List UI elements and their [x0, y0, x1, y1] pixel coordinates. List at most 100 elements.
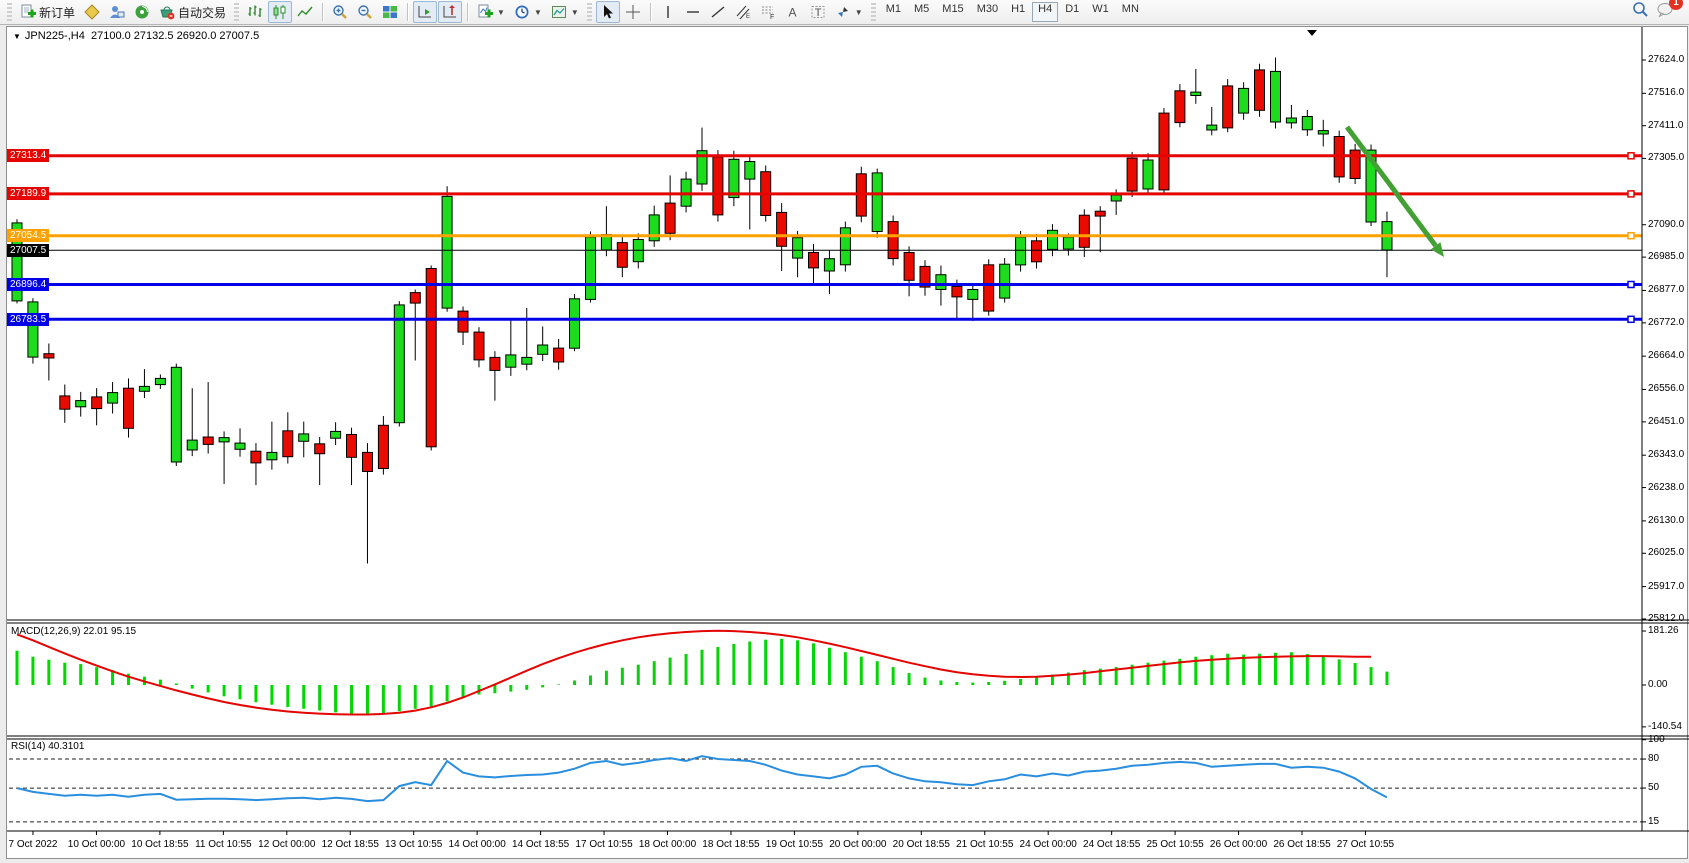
price-chart[interactable]: [7, 27, 1689, 860]
publish-button[interactable]: [105, 1, 129, 23]
time-axis-label: 18 Oct 00:00: [638, 839, 697, 850]
new-order-button[interactable]: 新订单: [16, 1, 79, 23]
templates-icon: [551, 4, 567, 20]
cursor-icon: [600, 4, 616, 20]
timeframe-d1-button[interactable]: D1: [1065, 3, 1080, 15]
timeframe-h4-button[interactable]: H4: [1032, 2, 1059, 22]
time-axis-label: 26 Oct 00:00: [1209, 839, 1268, 850]
crosshair-button[interactable]: [621, 1, 645, 23]
svg-text:T: T: [815, 7, 822, 19]
chevron-down-icon: ▼: [854, 7, 863, 17]
text-button[interactable]: A: [781, 1, 805, 23]
time-axis-label: 10 Oct 18:55: [131, 839, 189, 850]
time-axis-label: 25 Oct 10:55: [1146, 839, 1204, 850]
chart-shift-icon: [442, 4, 458, 20]
toolbar-grip[interactable]: [234, 3, 240, 21]
line-chart-button[interactable]: [293, 1, 317, 23]
chart-symbol-period: JPN225-,H4: [24, 30, 85, 42]
fibonacci-button[interactable]: F: [756, 1, 780, 23]
auto-scroll-button[interactable]: [413, 1, 438, 23]
chevron-down-icon: ▼: [533, 7, 542, 17]
candlestick-chart-button[interactable]: [268, 1, 293, 23]
toolbar-grip[interactable]: [586, 3, 592, 21]
equidistant-channel-button[interactable]: E: [731, 1, 755, 23]
time-axis-label: 19 Oct 10:55: [765, 839, 824, 850]
time-axis-label: 24 Oct 00:00: [1019, 839, 1077, 850]
time-axis-label: 10 Oct 00:00: [67, 839, 126, 850]
chart-ohlc-readout: 27100.0 27132.5 26920.0 27007.5: [90, 30, 260, 42]
auto-trading-button[interactable]: 自动交易: [155, 1, 230, 23]
signals-button[interactable]: [130, 1, 154, 23]
tile-windows-button[interactable]: [378, 1, 402, 23]
price-level-badge: 27054.5: [7, 229, 50, 243]
styler-icon: [84, 4, 100, 20]
price-tick-label: 26877.0: [1648, 284, 1685, 296]
crosshair-icon: [625, 4, 641, 20]
text-label-icon: T: [810, 4, 826, 20]
timeframe-mn-button[interactable]: MN: [1121, 3, 1139, 15]
zoom-out-icon: [357, 4, 373, 20]
time-axis-label: 12 Oct 18:55: [321, 839, 379, 850]
chart-title: ▼ JPN225-,H4 27100.0 27132.5 26920.0 2700…: [13, 30, 259, 42]
price-tick-label: 27516.0: [1648, 87, 1685, 99]
new-order-label: 新订单: [39, 5, 76, 20]
time-axis-label: 11 Oct 10:55: [195, 839, 252, 850]
search-icon[interactable]: [1632, 1, 1649, 23]
rsi-tick-label: 80: [1648, 753, 1660, 765]
toolbar-grip[interactable]: [7, 3, 12, 21]
periods-button[interactable]: ▼: [510, 1, 546, 23]
chevron-down-icon: ▼: [497, 7, 505, 17]
rsi-tick-label: 15: [1648, 815, 1660, 827]
bar-chart-button[interactable]: [243, 1, 267, 23]
price-level-badge: 27007.5: [7, 243, 50, 257]
time-axis-label: 27 Oct 10:55: [1336, 839, 1395, 850]
chart-window[interactable]: ▼ JPN225-,H4 27100.0 27132.5 26920.0 2700…: [6, 26, 1689, 860]
timeframe-h1-button[interactable]: H1: [1011, 3, 1026, 15]
candlestick-icon: [272, 4, 288, 20]
auto-scroll-icon: [417, 4, 433, 20]
notifications-button[interactable]: 1: [1657, 0, 1683, 22]
auto-trading-label: 自动交易: [178, 5, 227, 20]
svg-text:F: F: [770, 14, 774, 20]
price-tick-label: 26343.0: [1648, 449, 1685, 461]
timeframe-m30-button[interactable]: M30: [976, 3, 999, 15]
price-tick-label: 26985.0: [1648, 251, 1685, 263]
price-tick-label: 26130.0: [1648, 514, 1685, 526]
timeframe-w1-button[interactable]: W1: [1092, 3, 1109, 15]
text-icon: A: [785, 4, 801, 20]
trendline-button[interactable]: [706, 1, 730, 23]
price-level-badge: 27189.9: [7, 187, 50, 201]
chart-collapse-icon[interactable]: ▼: [13, 32, 21, 41]
cursor-button[interactable]: [595, 1, 620, 23]
fibonacci-icon: F: [760, 4, 776, 20]
timeframe-m1-button[interactable]: M1: [885, 3, 901, 15]
templates-button[interactable]: ▼: [547, 1, 583, 23]
vertical-line-button[interactable]: [656, 1, 680, 23]
timeframe-m5-button[interactable]: M5: [914, 3, 930, 15]
price-tick-label: 27305.0: [1648, 152, 1685, 164]
styler-button[interactable]: [80, 1, 104, 23]
timeframe-m15-button[interactable]: M15: [942, 3, 964, 15]
toolbar-grip[interactable]: [870, 3, 876, 21]
signals-icon: [134, 4, 150, 20]
horizontal-line-button[interactable]: [681, 1, 705, 23]
chart-scroll-marker: [1307, 30, 1317, 36]
price-tick-label: 26556.0: [1648, 383, 1685, 395]
price-level-badge: 27313.4: [7, 149, 50, 163]
notification-count-badge: 1: [1669, 0, 1683, 10]
time-axis-label: 14 Oct 00:00: [448, 839, 506, 850]
rsi-indicator-label: RSI(14) 40.3101: [11, 741, 85, 752]
vertical-line-icon: [660, 4, 676, 20]
chart-shift-button[interactable]: [438, 1, 463, 23]
arrows-button[interactable]: ▼: [831, 1, 867, 23]
indicators-button[interactable]: ▼: [473, 1, 509, 23]
text-label-button[interactable]: T: [806, 1, 830, 23]
zoom-in-button[interactable]: [328, 1, 352, 23]
time-axis-label: 26 Oct 18:55: [1273, 839, 1331, 850]
rsi-tick-label: 100: [1648, 733, 1665, 745]
line-chart-icon: [297, 4, 313, 20]
time-axis-label: 21 Oct 10:55: [956, 839, 1014, 850]
zoom-out-button[interactable]: [353, 1, 377, 23]
svg-text:E: E: [746, 14, 750, 20]
macd-tick-label: 0.00: [1648, 679, 1668, 690]
